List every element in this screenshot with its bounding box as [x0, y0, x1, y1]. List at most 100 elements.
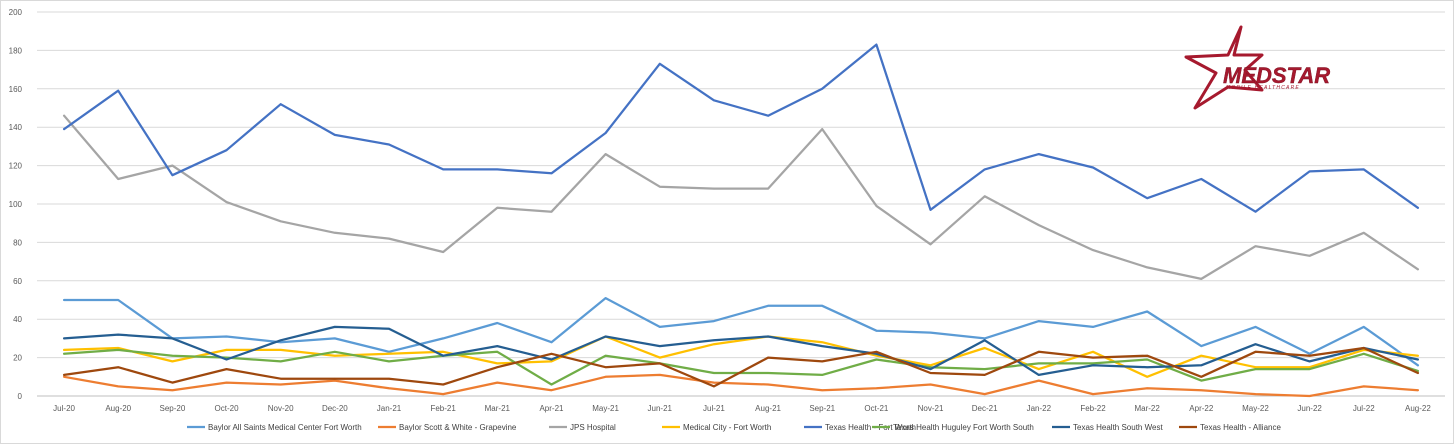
legend-label: Texas Health South West — [1073, 423, 1163, 432]
data-point — [225, 368, 228, 370]
data-point — [604, 354, 607, 357]
data-point — [1038, 368, 1040, 370]
data-point — [279, 377, 282, 380]
data-point — [1200, 379, 1203, 382]
data-point — [63, 337, 65, 340]
series-line-2 — [62, 373, 1420, 398]
data-point — [496, 381, 499, 384]
data-point — [1200, 345, 1203, 347]
data-point — [821, 389, 824, 392]
data-point — [496, 168, 499, 171]
data-point — [63, 128, 65, 130]
data-point — [496, 322, 499, 324]
data-point — [875, 352, 878, 355]
data-point — [713, 339, 715, 342]
x-tick-label: Jul-21 — [703, 404, 725, 413]
data-point — [63, 374, 65, 376]
data-point — [875, 205, 878, 207]
data-point — [1417, 358, 1419, 361]
data-point — [658, 185, 661, 188]
data-point — [983, 347, 986, 349]
medstar-logo: MEDSTAR MOBILE HEALTHCARE — [1184, 25, 1330, 110]
x-tick-label: Oct-21 — [864, 404, 889, 413]
data-point — [1362, 385, 1365, 388]
x-tick-label: Sep-20 — [159, 404, 185, 413]
x-tick-label: Jun-22 — [1297, 404, 1322, 413]
y-tick-label: 0 — [18, 392, 23, 401]
data-point — [1362, 326, 1365, 328]
data-point — [1308, 354, 1311, 357]
data-point — [875, 354, 878, 357]
data-point — [171, 389, 174, 392]
data-point — [1092, 356, 1094, 359]
data-point — [279, 339, 282, 342]
data-point — [442, 354, 444, 357]
data-point — [550, 389, 553, 392]
legend-label: Texas Health - Alliance — [1200, 423, 1281, 432]
data-point — [1200, 278, 1203, 280]
data-point — [821, 341, 824, 344]
data-point — [713, 99, 715, 102]
data-point — [550, 383, 553, 386]
data-point — [442, 383, 444, 386]
legend-label: JPS Hospital — [570, 423, 616, 432]
data-point — [117, 178, 120, 180]
x-tick-label: May-21 — [592, 404, 619, 413]
data-point — [1200, 178, 1203, 180]
data-point — [767, 383, 769, 386]
data-point — [713, 372, 715, 374]
data-point — [63, 299, 65, 301]
data-point — [334, 326, 336, 328]
data-point — [1146, 266, 1148, 269]
x-tick-label: May-22 — [1242, 404, 1269, 413]
data-point — [550, 352, 553, 355]
data-point — [821, 88, 824, 90]
data-point — [334, 379, 336, 382]
data-point — [334, 377, 336, 380]
data-point — [604, 366, 607, 369]
data-point — [1038, 153, 1040, 155]
data-point — [550, 360, 553, 363]
x-tick-label: Jun-21 — [648, 404, 673, 413]
data-point — [1254, 366, 1257, 369]
data-point — [875, 358, 878, 361]
data-point — [875, 43, 878, 46]
data-point — [1308, 255, 1311, 257]
data-point — [1146, 358, 1148, 361]
star-icon — [1184, 25, 1264, 110]
x-tick-label: Nov-20 — [268, 404, 294, 413]
data-point — [983, 337, 986, 340]
data-point — [713, 385, 715, 388]
y-axis-ticks: 0 20 40 60 80 100 120 140 160 180 200 — [9, 8, 23, 401]
x-tick-label: Feb-21 — [430, 404, 456, 413]
data-point — [225, 356, 228, 359]
data-point — [171, 360, 174, 363]
data-point — [1092, 393, 1094, 395]
x-tick-label: Apr-21 — [539, 404, 564, 413]
data-point — [658, 345, 661, 347]
data-point — [1417, 364, 1419, 367]
legend-label: Texas Health Huguley Fort Worth South — [893, 423, 1034, 432]
data-point — [1308, 368, 1311, 370]
data-point — [388, 237, 390, 240]
data-point — [442, 351, 444, 353]
data-point — [117, 349, 120, 351]
data-point — [117, 89, 120, 92]
data-point — [1254, 393, 1257, 395]
y-tick-label: 20 — [13, 354, 22, 363]
x-tick-label: Mar-22 — [1134, 404, 1160, 413]
data-point — [658, 63, 661, 65]
y-tick-label: 200 — [9, 8, 23, 17]
data-point — [1254, 326, 1257, 328]
data-point — [1092, 364, 1094, 367]
x-tick-label: Aug-21 — [755, 404, 781, 413]
legend-item: Texas Health Huguley Fort Worth South — [872, 423, 1034, 432]
data-point — [117, 347, 120, 349]
data-point — [388, 360, 390, 363]
data-point — [63, 376, 65, 378]
data-point — [604, 335, 607, 338]
data-point — [983, 368, 986, 370]
data-point — [496, 345, 499, 347]
data-point — [821, 345, 824, 347]
